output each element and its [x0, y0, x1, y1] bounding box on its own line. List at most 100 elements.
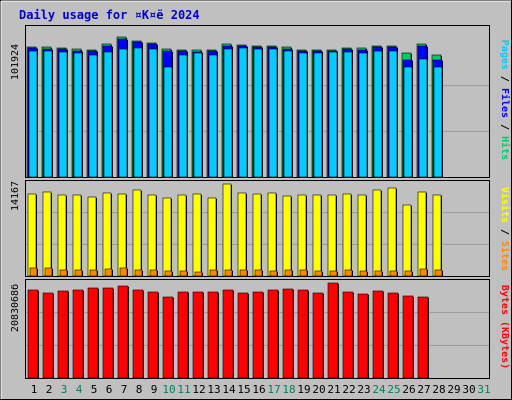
visits-bar [417, 191, 427, 277]
legend-files: Files [499, 88, 511, 118]
visits-bar-face [147, 194, 157, 277]
pages-bar-face [343, 51, 353, 178]
x-tick-label: 30 [462, 383, 475, 396]
visits-bar [27, 193, 37, 277]
kbytes-bar-face [42, 292, 54, 379]
sites-bar-face [119, 267, 128, 277]
kbytes-bar-face [162, 296, 174, 379]
sites-bar [89, 269, 98, 277]
pages-bar-face [373, 50, 383, 178]
visits-bar-face [372, 189, 382, 277]
sites-bar [59, 269, 68, 277]
kbytes-bar [297, 289, 309, 379]
visits-bar [357, 194, 367, 277]
sites-bar [239, 269, 248, 277]
visits-bar [87, 196, 97, 277]
kbytes-bar [237, 292, 249, 379]
sites-bar [389, 270, 398, 277]
legend-hits: Hits [499, 136, 511, 160]
kbytes-bar [282, 288, 294, 379]
x-tick-label: 10 [162, 383, 175, 396]
kbytes-bar-face [177, 291, 189, 379]
x-tick-label: 27 [417, 383, 430, 396]
sites-bar-face [299, 269, 308, 277]
kbytes-bar [147, 291, 159, 379]
visits-bar-face [42, 191, 52, 277]
pages-bar [88, 54, 98, 178]
pages-bar-face [298, 52, 308, 178]
pages-bar [148, 48, 158, 178]
pages-bar-face [133, 47, 143, 178]
kbytes-bar [102, 287, 114, 379]
x-tick-label: 2 [46, 383, 53, 396]
kbytes-bar [252, 291, 264, 379]
x-tick-label: 8 [136, 383, 143, 396]
legend-sep1: / [499, 70, 510, 88]
visits-bar-face [117, 193, 127, 277]
visits-bar-face [87, 196, 97, 277]
legend-sep2: / [499, 118, 510, 136]
sites-bar-face [374, 270, 383, 277]
kbytes-bar [162, 296, 174, 379]
pages-bar-face [178, 54, 188, 178]
sites-bar [104, 268, 113, 277]
chart-title: Daily usage for ¤K¤ë 2024 [19, 8, 200, 22]
visits-bar-face [402, 204, 412, 277]
legend-pages: Pages [499, 40, 510, 70]
visits-bar [57, 194, 67, 277]
x-tick-label: 23 [357, 383, 370, 396]
pages-bar-face [193, 52, 203, 178]
sites-bar [404, 270, 413, 277]
top-legend: Pages / Files / Hits [499, 40, 511, 160]
pages-bar [298, 52, 308, 178]
x-tick-label: 9 [151, 383, 158, 396]
x-tick-label: 14 [222, 383, 236, 396]
x-tick-label: 6 [106, 383, 113, 396]
bottom-legend: Bytes (KBytes) [499, 285, 510, 369]
pages-bar-face [223, 48, 233, 178]
legend-visits: Visits [499, 187, 511, 223]
visits-bar [117, 193, 127, 277]
pages-bar-face [358, 52, 368, 178]
sites-bar-face [314, 270, 323, 277]
pages-bar-face [28, 50, 38, 178]
x-tick-label: 16 [252, 383, 265, 396]
bars-layer [26, 36, 443, 379]
visits-bar-face [357, 194, 367, 277]
sites-bar-face [44, 267, 53, 277]
pages-bar-face [268, 48, 278, 178]
visits-bar-face [102, 192, 112, 277]
pages-bar-face [58, 51, 68, 178]
pages-bar-face [328, 51, 338, 178]
pages-bar-face [103, 51, 113, 178]
middle-legend: Visits / Sites [499, 187, 511, 271]
x-tick-label: 25 [387, 383, 400, 396]
pages-bar [373, 50, 383, 178]
pages-bar-face [403, 66, 413, 178]
kbytes-bar-face [252, 291, 264, 379]
kbytes-bar-face [387, 292, 399, 379]
pages-bar [418, 58, 428, 178]
kbytes-bar [192, 291, 204, 379]
sites-bar-face [59, 269, 68, 277]
pages-bar [388, 50, 398, 178]
sites-bar [329, 270, 338, 277]
sites-bar-face [149, 269, 158, 277]
visits-max-label: 14167 [10, 181, 21, 211]
kbytes-bar-face [87, 287, 99, 379]
pages-bar [178, 54, 188, 178]
pages-bar-face [418, 58, 428, 178]
sites-bar-face [269, 270, 278, 277]
kbytes-bar-face [282, 288, 294, 379]
visits-bar [267, 192, 277, 277]
visits-bar [42, 191, 52, 277]
visits-bar-face [72, 194, 82, 277]
sites-bar-face [194, 271, 203, 277]
pages-bar [283, 50, 293, 178]
visits-bar-face [342, 193, 352, 277]
kbytes-bar [267, 289, 279, 379]
pages-bar-face [313, 52, 323, 178]
visits-bar [147, 194, 157, 277]
x-tick-label: 18 [282, 383, 295, 396]
visits-bar [222, 183, 232, 277]
